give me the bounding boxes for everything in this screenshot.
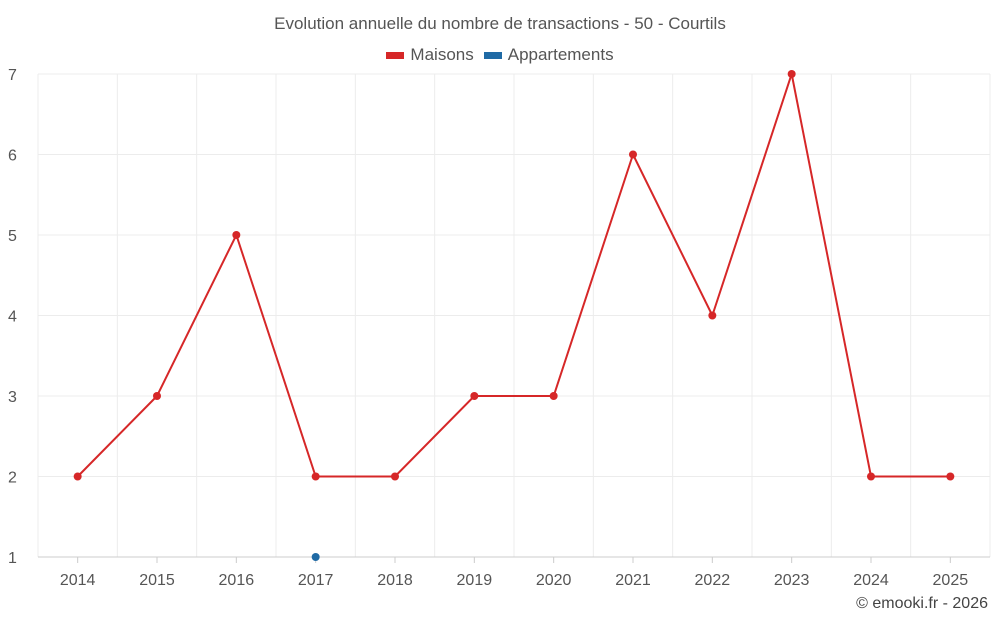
data-point-maisons: [311, 472, 320, 481]
data-point-maisons: [946, 472, 955, 481]
x-tick-label: 2024: [853, 572, 889, 589]
data-point-maisons: [153, 392, 161, 400]
series-line-maisons: [76, 70, 951, 478]
data-point-maisons: [629, 150, 637, 159]
x-tick-label: 2025: [933, 572, 969, 589]
y-tick-label: 4: [8, 309, 17, 326]
x-tick-label: 2020: [536, 572, 572, 589]
legend-swatch-maisons: [386, 51, 405, 59]
x-tick-label: 2014: [60, 572, 96, 589]
data-point-maisons: [470, 392, 479, 400]
y-tick-label: 7: [8, 67, 17, 84]
legend-swatch-appartements: [483, 51, 502, 59]
legend-label-maisons: Maisons: [410, 45, 474, 64]
y-tick-label: 1: [8, 550, 17, 567]
legend: Maisons Appartements: [0, 45, 1000, 65]
y-tick-label: 5: [8, 228, 17, 245]
x-tick-label: 2021: [615, 572, 651, 589]
x-tick-label: 2023: [774, 572, 810, 589]
x-tick-label: 2016: [219, 572, 255, 589]
data-point-maisons: [232, 231, 241, 239]
legend-item-maisons[interactable]: Maisons: [386, 45, 474, 65]
data-point-maisons: [391, 472, 399, 481]
chart-title: Evolution annuelle du nombre de transact…: [274, 14, 726, 33]
y-tick-label: 3: [8, 389, 17, 406]
x-tick-label: 2022: [695, 572, 731, 589]
legend-label-appartements: Appartements: [507, 45, 614, 64]
x-tick-label: 2018: [377, 572, 413, 589]
data-point-maisons: [549, 392, 558, 400]
x-tick-label: 2017: [298, 572, 334, 589]
x-tick-label: 2015: [139, 572, 175, 589]
y-tick-label: 2: [8, 470, 17, 487]
credit: © emooki.fr - 2026: [856, 595, 988, 612]
data-point-maisons: [867, 472, 875, 481]
y-tick-label: 6: [8, 148, 17, 165]
data-point-maisons: [708, 311, 717, 320]
data-point-appartements: [311, 553, 320, 561]
data-point-maisons: [787, 70, 796, 78]
x-tick-label: 2019: [457, 572, 493, 589]
data-point-maisons: [73, 472, 82, 481]
legend-item-appartements[interactable]: Appartements: [483, 45, 614, 65]
